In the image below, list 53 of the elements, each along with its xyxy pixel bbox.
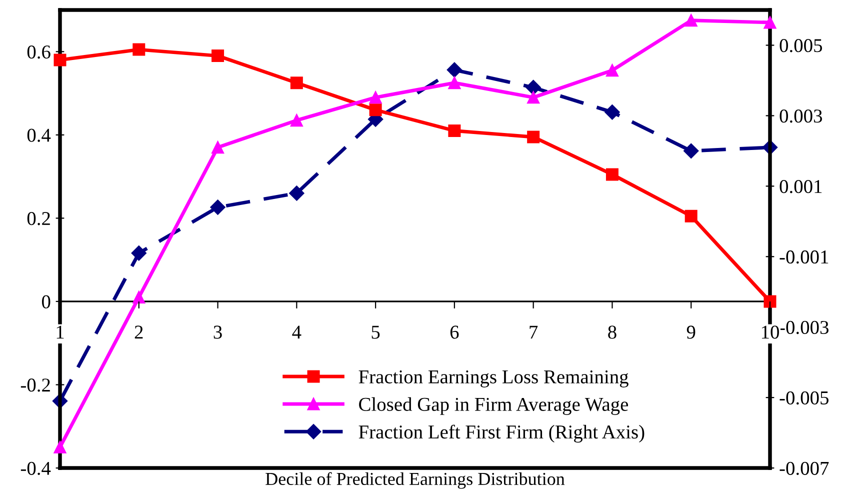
point bbox=[604, 104, 620, 120]
x-tick-label: 2 bbox=[134, 326, 143, 339]
x-tick-label: 6 bbox=[450, 326, 459, 339]
y2-tick-label: -0.001 bbox=[780, 250, 828, 264]
x-tick-label: 1 bbox=[56, 326, 64, 339]
x-tick-label: 8 bbox=[608, 326, 616, 339]
y2-tick-label: -0.007 bbox=[780, 462, 829, 476]
x-tick-label: 9 bbox=[686, 326, 696, 339]
point bbox=[448, 124, 461, 137]
x-tick-label: 3 bbox=[214, 326, 222, 339]
y2-tick-label: 0.001 bbox=[780, 180, 822, 194]
point bbox=[290, 76, 303, 90]
x-tick-label: 5 bbox=[372, 326, 380, 339]
y2-tick-label: -0.003 bbox=[780, 320, 828, 334]
point bbox=[369, 104, 382, 116]
legend-label: Fraction Left First Firm (Right Axis) bbox=[358, 424, 644, 443]
y-tick-label: 0 bbox=[42, 295, 50, 308]
point bbox=[132, 291, 146, 304]
x-tick-label: 7 bbox=[530, 326, 538, 339]
point bbox=[606, 168, 618, 181]
point bbox=[210, 200, 226, 215]
point bbox=[684, 143, 699, 158]
point bbox=[212, 50, 224, 62]
point bbox=[54, 440, 66, 454]
x-tick-label: 4 bbox=[292, 326, 302, 339]
point bbox=[212, 141, 224, 154]
point bbox=[764, 16, 776, 29]
y2-tick-label: 0.003 bbox=[780, 110, 822, 123]
point bbox=[369, 91, 382, 104]
point bbox=[684, 14, 698, 27]
legend-label: Closed Gap in Firm Average Wage bbox=[359, 397, 628, 415]
y-tick-label: 0.2 bbox=[27, 212, 50, 226]
x-tick-label: 10 bbox=[762, 326, 779, 339]
point bbox=[527, 130, 540, 144]
point bbox=[289, 186, 304, 201]
point bbox=[54, 54, 66, 66]
y-tick-label: -0.2 bbox=[20, 378, 50, 392]
point bbox=[132, 43, 146, 56]
point bbox=[684, 210, 698, 222]
point bbox=[448, 76, 461, 90]
point bbox=[526, 80, 541, 96]
y-tick-label: 0.4 bbox=[27, 128, 51, 142]
x-axis-title: Decile of Predicted Earnings Distribution bbox=[266, 472, 565, 489]
y2-tick-label: 0.005 bbox=[780, 39, 822, 52]
point bbox=[446, 62, 462, 78]
y-tick-label: 0.6 bbox=[27, 45, 50, 59]
point bbox=[527, 91, 540, 104]
y-tick-label: -0.4 bbox=[20, 462, 51, 476]
point bbox=[290, 114, 303, 127]
y2-tick-label: -0.005 bbox=[780, 391, 828, 405]
point bbox=[606, 64, 618, 77]
point bbox=[131, 246, 146, 261]
legend-label: Fraction Earnings Loss Remaining bbox=[358, 370, 628, 388]
